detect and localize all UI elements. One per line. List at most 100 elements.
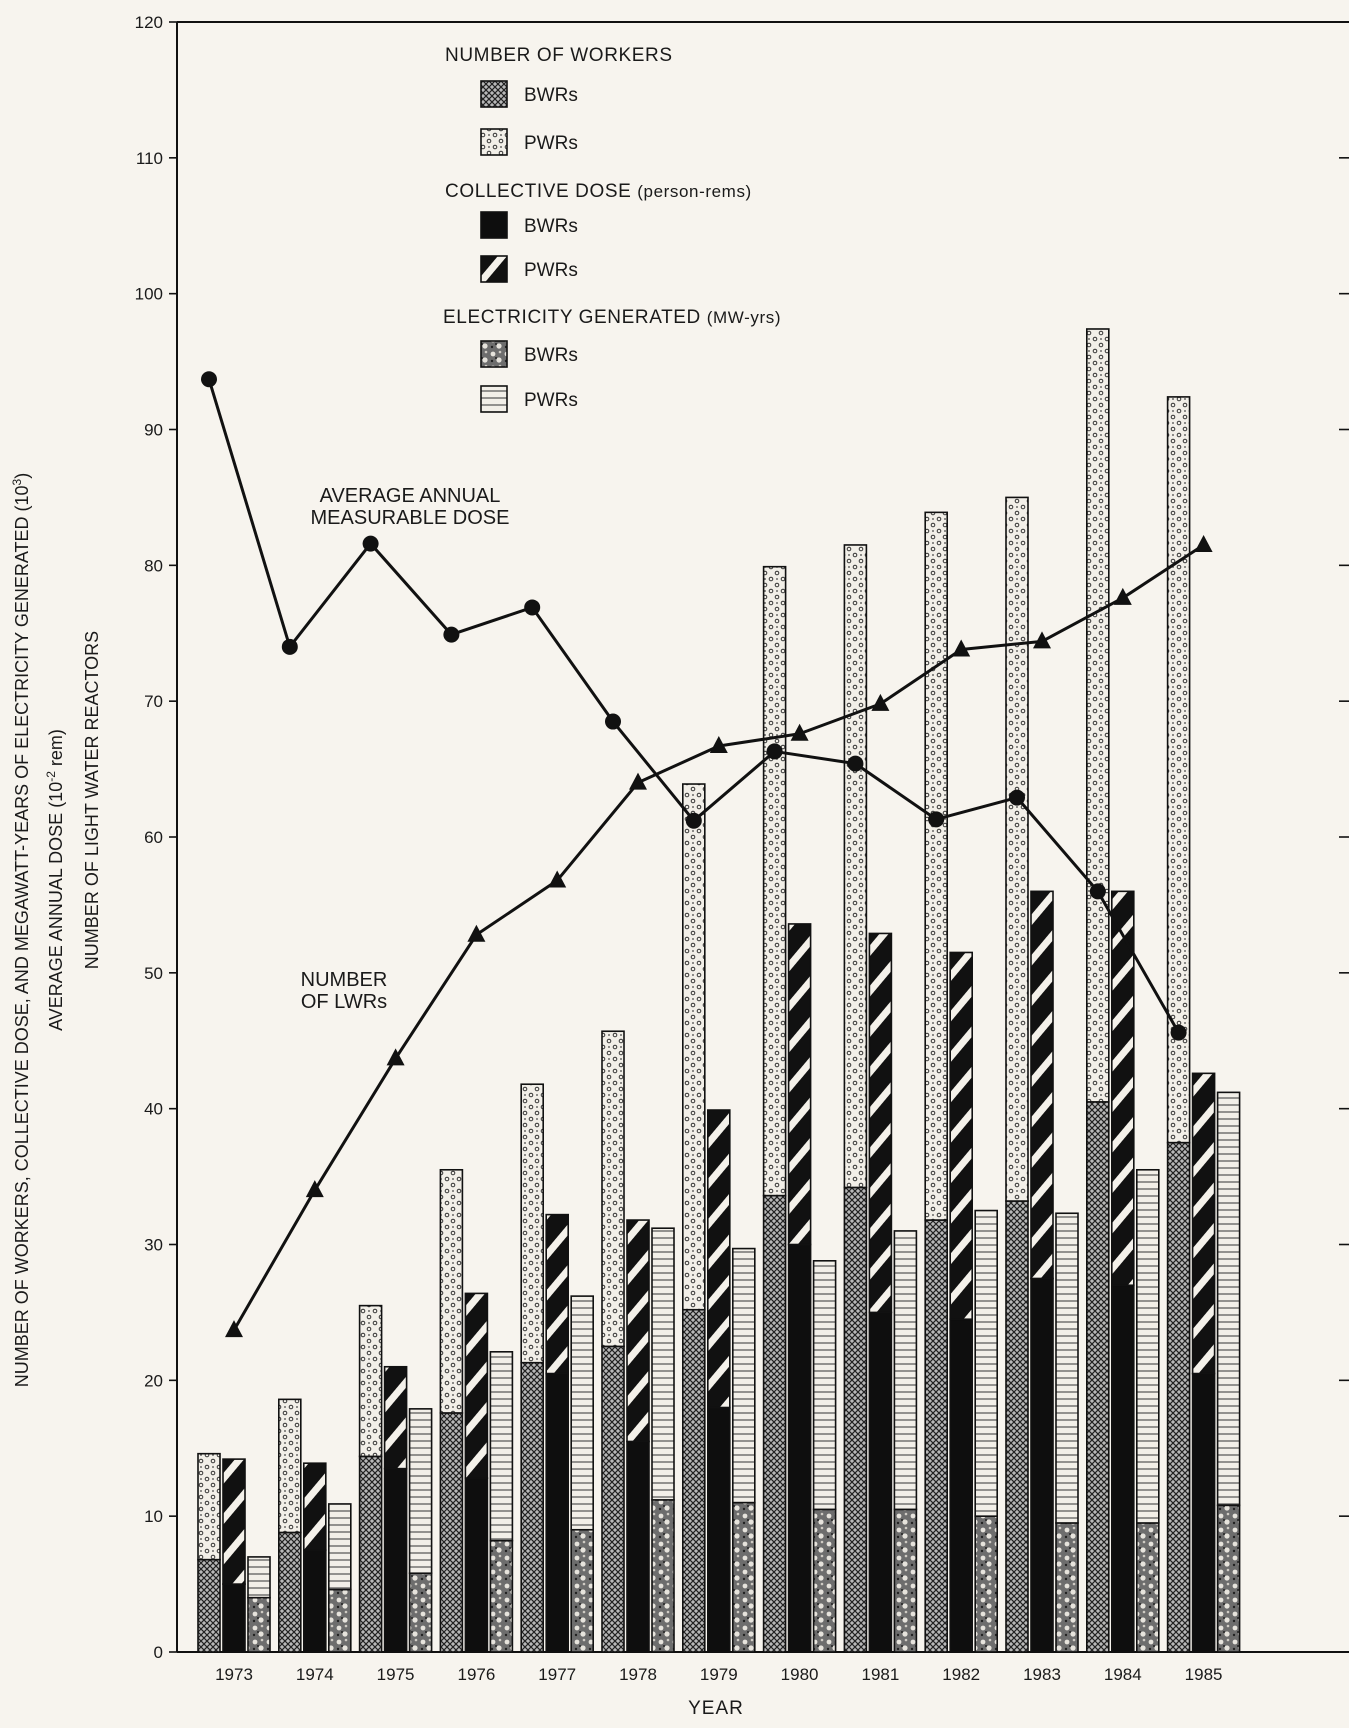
bar-2-0-1982 [974, 1515, 999, 1653]
bar-0-0-1982 [924, 1219, 949, 1653]
bar-2-1-1973 [247, 1556, 271, 1599]
bar-1-1-1982 [949, 951, 974, 1321]
line-point-1-1978 [629, 772, 647, 790]
x-tick-label: 1983 [1023, 1665, 1061, 1684]
bar-2-1-1985 [1216, 1091, 1241, 1507]
x-tick-label: 1980 [781, 1665, 819, 1684]
legend-title-0: NUMBER OF WORKERS [445, 45, 673, 66]
annotation-lwrs-line2: OF LWRs [301, 991, 387, 1013]
y-tick-label: 20 [144, 1371, 163, 1390]
bar-2-1-1975 [408, 1408, 433, 1575]
bar-2-0-1985 [1216, 1504, 1241, 1653]
legend-label-0-1: PWRs [524, 133, 578, 154]
legend: NUMBER OF WORKERS BWRs PWRs COLLECTIVE DOSE… [443, 45, 781, 413]
line-point-0-1984 [1089, 883, 1106, 900]
x-tick-label: 1974 [296, 1665, 334, 1684]
bar-1-1-1979 [706, 1109, 731, 1409]
bar-0-0-1974 [277, 1531, 302, 1653]
line-point-0-1974 [281, 638, 298, 655]
line-point-1-1973 [225, 1320, 243, 1338]
bar-2-1-1976 [489, 1351, 514, 1542]
line-point-1-1983 [1033, 631, 1051, 649]
legend-title-1: COLLECTIVE DOSE (person-rems) [445, 181, 752, 202]
bar-0-0-1976 [439, 1412, 464, 1653]
legend-title-2: ELECTRICITY GENERATED (MW-yrs) [443, 307, 781, 328]
bar-2-0-1980 [812, 1508, 837, 1653]
bar-1-0-1980 [787, 1243, 812, 1653]
bar-1-0-1973 [222, 1583, 246, 1653]
annotation-dose-line1: AVERAGE ANNUAL [320, 485, 501, 507]
bar-0-0-1981 [843, 1186, 868, 1653]
line-point-1-1982 [952, 639, 971, 657]
bar-1-0-1984 [1111, 1284, 1135, 1653]
bar-2-1-1984 [1136, 1168, 1160, 1524]
x-tick-label: 1973 [215, 1665, 253, 1684]
annotation-dose-line2: MEASURABLE DOSE [311, 507, 510, 529]
bar-1-0-1982 [949, 1318, 974, 1653]
line-point-1-1981 [871, 693, 890, 711]
y-axis-label: NUMBER OF WORKERS, COLLECTIVE DOSE, AND … [10, 473, 32, 1388]
bar-0-0-1978 [601, 1345, 625, 1653]
y-tick-label: 50 [144, 964, 163, 983]
line-point-0-1983 [1009, 789, 1025, 806]
bars [197, 328, 1241, 1653]
y-tick-label: 70 [144, 692, 163, 711]
bar-1-0-1977 [545, 1372, 570, 1653]
legend-swatch-2-1 [480, 385, 508, 413]
line-point-1-1985 [1194, 534, 1213, 552]
bar-2-0-1981 [893, 1508, 918, 1653]
bar-2-1-1982 [974, 1209, 999, 1517]
y-tick-label: 120 [135, 13, 163, 32]
y-tick-label: 110 [136, 149, 163, 168]
bar-2-0-1984 [1136, 1522, 1160, 1653]
bar-2-0-1979 [731, 1501, 756, 1653]
bar-1-0-1975 [383, 1467, 408, 1653]
y-tick-label: 30 [144, 1236, 163, 1255]
y-tick-label: 100 [135, 285, 163, 304]
bar-1-1-1985 [1191, 1072, 1216, 1375]
line-point-0-1985 [1170, 1024, 1187, 1041]
bar-2-1-1979 [731, 1247, 756, 1504]
x-tick-label: 1982 [942, 1665, 980, 1684]
legend-label-1-1: PWRs [524, 260, 578, 281]
line-point-1-1976 [467, 924, 486, 942]
bar-0-1-1980 [762, 565, 787, 1197]
bar-0-1-1976 [439, 1168, 464, 1414]
bar-0-0-1980 [762, 1194, 787, 1653]
y-tick-label: 40 [144, 1100, 163, 1119]
bar-0-1-1979 [681, 783, 706, 1311]
legend-swatch-2-0 [480, 340, 508, 368]
bar-0-0-1983 [1005, 1200, 1029, 1653]
bar-2-0-1974 [327, 1588, 352, 1653]
bar-2-1-1983 [1055, 1212, 1079, 1524]
bar-1-1-1981 [868, 932, 893, 1314]
line-point-0-1976 [443, 626, 460, 643]
bar-0-0-1975 [358, 1455, 383, 1653]
bar-2-0-1977 [570, 1528, 595, 1653]
bar-0-1-1975 [358, 1304, 383, 1458]
annotation-lwrs-line1: NUMBER [301, 969, 388, 991]
line-point-0-1979 [685, 812, 702, 829]
axes: 0 10 20 30 40 50 60 70 80 90 100 110 120 1973 1974 1975… [10, 13, 1349, 1719]
bar-2-1-1980 [812, 1260, 837, 1511]
line-point-1-1980 [790, 723, 809, 741]
legend-label-1-0: BWRs [524, 216, 578, 237]
x-tick-label: 1984 [1104, 1665, 1142, 1684]
line-point-0-1980 [766, 743, 783, 760]
y-axis-label: NUMBER OF LIGHT WATER REACTORS [82, 631, 102, 969]
line-point-1-1977 [548, 870, 567, 888]
bar-1-0-1976 [464, 1477, 489, 1653]
bar-2-1-1981 [893, 1230, 918, 1511]
line-point-1-1984 [1113, 587, 1132, 605]
line-point-0-1978 [605, 713, 621, 730]
bar-1-1-1984 [1111, 890, 1135, 1287]
bar-1-0-1985 [1191, 1372, 1216, 1653]
x-tick-label: 1977 [538, 1665, 576, 1684]
bar-0-1-1977 [520, 1083, 545, 1364]
y-tick-label: 0 [154, 1643, 163, 1662]
bar-1-1-1976 [464, 1292, 489, 1479]
legend-label-0-0: BWRs [524, 85, 578, 106]
x-tick-label: 1976 [457, 1665, 495, 1684]
